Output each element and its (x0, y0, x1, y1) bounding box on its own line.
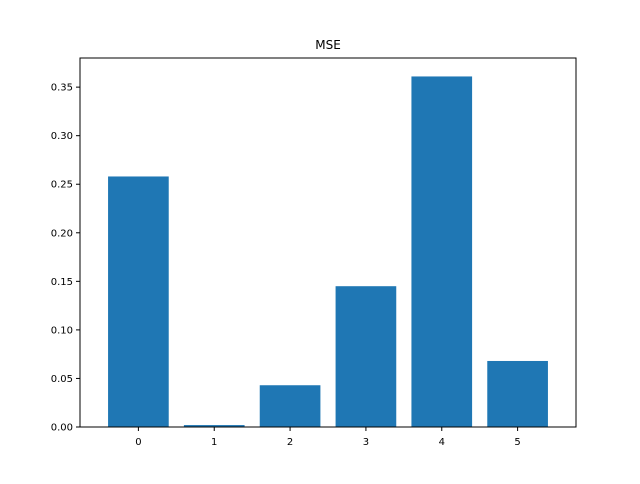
chart-title: MSE (315, 38, 341, 52)
x-tick-label: 5 (514, 437, 520, 448)
x-tick-label: 0 (135, 437, 141, 448)
x-tick-label: 2 (287, 437, 293, 448)
y-tick-label: 0.25 (51, 180, 73, 191)
y-tick-label: 0.30 (51, 131, 73, 142)
plot-frame (79, 57, 577, 428)
y-tick-label: 0.10 (51, 325, 73, 336)
axes-layer: 0 1 2 3 4 5 0.00 0.05 0.10 0.15 0.20 0.25 0.30 0.35 (51, 83, 521, 448)
y-tick-label: 0.05 (51, 374, 73, 385)
bar-1 (183, 425, 245, 427)
y-tick-label: 0.00 (51, 423, 73, 434)
bar-2 (259, 385, 321, 427)
y-tick-label: 0.20 (51, 228, 73, 239)
bars-layer (108, 76, 548, 427)
y-tick-label: 0.15 (51, 277, 73, 288)
bar-5 (487, 360, 548, 427)
x-tick-label: 3 (363, 437, 369, 448)
y-tick-label: 0.35 (51, 83, 73, 94)
bar-4 (411, 76, 473, 427)
bar-0 (108, 176, 169, 427)
x-tick-label: 1 (211, 437, 217, 448)
x-tick-label: 4 (439, 437, 445, 448)
bar-3 (335, 286, 397, 427)
